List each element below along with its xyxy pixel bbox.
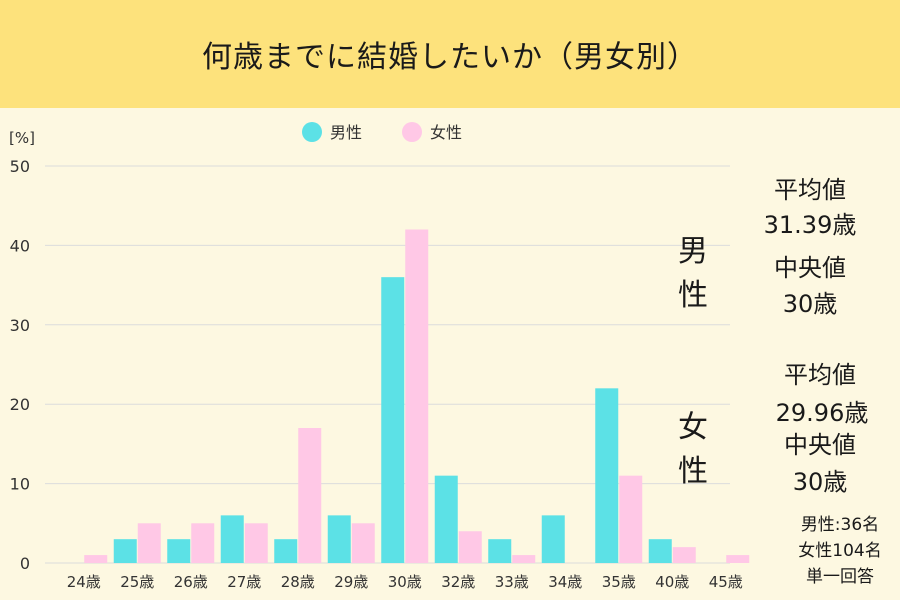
female-bar <box>619 475 643 563</box>
male-stats-label: 男性 <box>678 234 708 313</box>
female-bar <box>191 523 215 563</box>
male-bar <box>167 539 191 563</box>
x-tick-label: 35歳 <box>602 573 636 591</box>
x-tick-label: 40歳 <box>655 573 689 591</box>
female-bar <box>512 555 536 563</box>
male-mean-value: 31.39歳 <box>763 211 857 239</box>
answer-type: 単一回答 <box>806 567 874 587</box>
female-mean-label: 平均値 <box>784 361 856 389</box>
female-bar <box>672 547 696 563</box>
y-tick-label: 40 <box>10 236 30 255</box>
female-legend-marker <box>402 122 422 142</box>
male-median-label: 中央値 <box>774 254 846 282</box>
y-tick-label: 0 <box>20 554 30 573</box>
male-bar <box>220 515 244 563</box>
male-median-value: 30歳 <box>782 290 838 318</box>
male-bar <box>488 539 512 563</box>
female-bar <box>84 555 108 563</box>
y-tick-label: 10 <box>10 475 30 494</box>
x-tick-label: 30歳 <box>388 573 422 591</box>
male-bar <box>381 277 405 563</box>
female-bar <box>405 229 429 563</box>
female-count: 女性104名 <box>798 541 882 561</box>
male-bar <box>648 539 672 563</box>
male-bar <box>434 475 458 563</box>
male-bar <box>541 515 565 563</box>
x-tick-label: 25歳 <box>120 573 154 591</box>
male-bar <box>274 539 298 563</box>
x-tick-label: 28歳 <box>281 573 315 591</box>
female-bar <box>298 428 322 563</box>
female-mean-value: 29.96歳 <box>775 399 869 427</box>
male-mean-label: 平均値 <box>774 176 846 204</box>
sample-note: 男性:36名 女性104名 単一回答 <box>780 512 900 590</box>
y-tick-label: 50 <box>10 157 30 176</box>
x-tick-label: 27歳 <box>227 573 261 591</box>
female-legend-label: 女性 <box>430 123 462 142</box>
female-bar <box>726 555 750 563</box>
bar-chart: 0 10 20 30 40 50 [%] 24歳 25歳 26歳 27歳 28歳 29歳 30歳 32歳 33… <box>9 122 750 591</box>
female-bar <box>244 523 268 563</box>
y-tick-label: 20 <box>10 395 30 414</box>
male-legend-label: 男性 <box>330 123 362 142</box>
male-bar <box>595 388 619 563</box>
female-bar <box>351 523 375 563</box>
y-tick-label: 30 <box>10 316 30 335</box>
female-stats-label: 女性 <box>678 410 708 489</box>
x-tick-label: 34歳 <box>548 573 582 591</box>
female-median-value: 30歳 <box>792 468 848 496</box>
y-axis-label: [%] <box>9 129 35 147</box>
x-tick-label: 45歳 <box>709 573 743 591</box>
x-tick-label: 29歳 <box>334 573 368 591</box>
x-tick-label: 24歳 <box>67 573 101 591</box>
title-banner: 何歳までに結婚したいか（男女別） <box>0 0 900 108</box>
chart-title: 何歳までに結婚したいか（男女別） <box>202 40 698 75</box>
male-legend-marker <box>302 122 322 142</box>
male-bar <box>113 539 137 563</box>
x-tick-label: 32歳 <box>441 573 475 591</box>
female-bar <box>458 531 482 563</box>
female-bar <box>137 523 161 563</box>
male-bar <box>327 515 351 563</box>
x-tick-label: 33歳 <box>495 573 529 591</box>
female-median-label: 中央値 <box>784 431 856 459</box>
x-tick-label: 26歳 <box>174 573 208 591</box>
male-count: 男性:36名 <box>800 515 880 535</box>
